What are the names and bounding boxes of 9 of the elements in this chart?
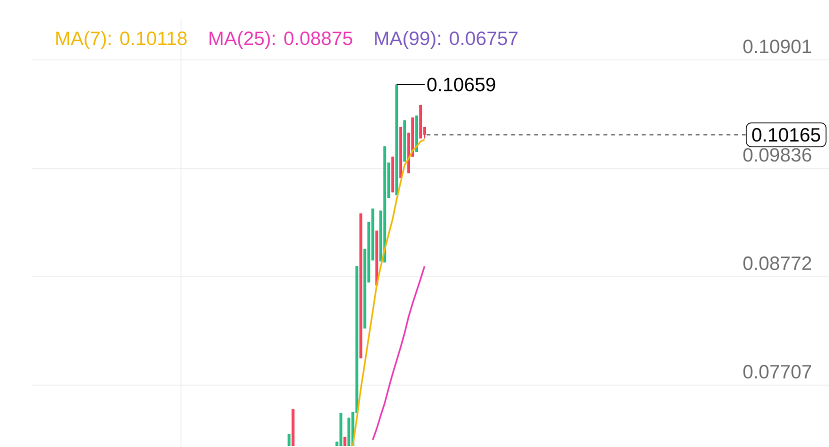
ref-line-label: 0.10165 (752, 128, 820, 142)
legend-label: MA(99): 0.06757 (375, 31, 518, 49)
text: MA(25): 0.08875 (210, 31, 352, 49)
y-tick-label: 0.07707 (743, 364, 812, 379)
y-tick-label: 0.10901 (743, 40, 812, 54)
text: MA(7): 0.10118 (56, 31, 187, 49)
y-tick-label: 0.08772 (743, 256, 812, 270)
annotation: 0.10659 (427, 78, 496, 92)
y-tick-label: 0.09836 (743, 148, 812, 162)
